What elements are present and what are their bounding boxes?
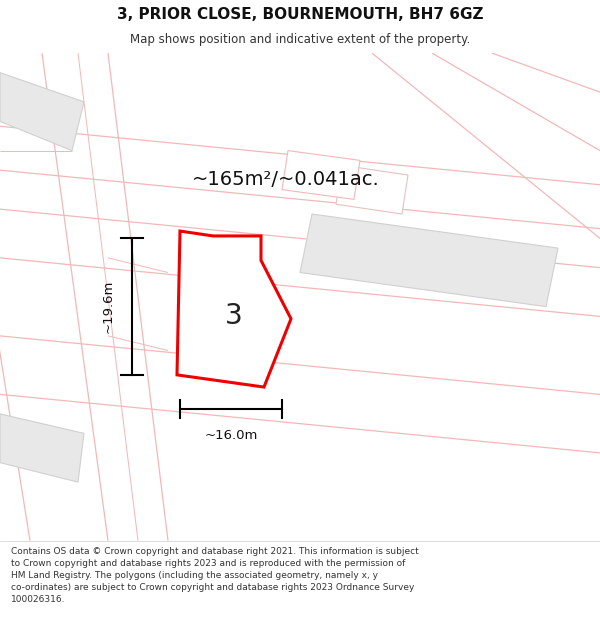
Polygon shape <box>336 165 408 214</box>
Text: ~165m²/~0.041ac.: ~165m²/~0.041ac. <box>192 171 380 189</box>
Text: 3: 3 <box>225 302 243 331</box>
Text: ~19.6m: ~19.6m <box>101 280 115 333</box>
Polygon shape <box>0 72 84 151</box>
Polygon shape <box>282 151 360 199</box>
Text: Contains OS data © Crown copyright and database right 2021. This information is : Contains OS data © Crown copyright and d… <box>11 546 419 604</box>
Polygon shape <box>300 214 558 307</box>
Text: 3, PRIOR CLOSE, BOURNEMOUTH, BH7 6GZ: 3, PRIOR CLOSE, BOURNEMOUTH, BH7 6GZ <box>117 8 483 22</box>
Polygon shape <box>177 231 291 387</box>
Polygon shape <box>0 414 84 482</box>
Text: Map shows position and indicative extent of the property.: Map shows position and indicative extent… <box>130 33 470 46</box>
Text: ~16.0m: ~16.0m <box>205 429 257 442</box>
